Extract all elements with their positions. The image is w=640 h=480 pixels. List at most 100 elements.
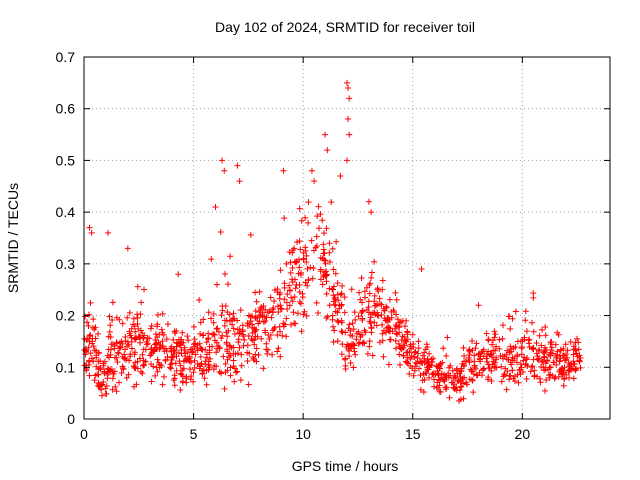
data-point <box>404 329 411 336</box>
data-point <box>113 388 120 395</box>
data-point <box>536 332 543 339</box>
data-point <box>375 288 382 295</box>
data-point <box>124 245 131 252</box>
data-point <box>415 338 422 345</box>
data-point <box>105 346 112 353</box>
data-point <box>425 358 432 365</box>
data-point <box>425 366 432 373</box>
data-point <box>329 316 336 323</box>
data-point <box>294 310 301 317</box>
data-point <box>440 345 447 352</box>
data-point <box>317 211 324 218</box>
data-point <box>137 311 144 318</box>
data-point <box>154 346 161 353</box>
data-point <box>138 368 145 375</box>
data-point <box>251 328 258 335</box>
data-point <box>419 352 426 359</box>
data-point <box>393 330 400 337</box>
data-point <box>211 337 218 344</box>
data-point <box>119 363 126 370</box>
data-point <box>469 368 476 375</box>
data-point <box>322 260 329 267</box>
data-point <box>520 357 527 364</box>
data-point <box>409 331 416 338</box>
data-point <box>394 331 401 338</box>
data-point <box>95 330 102 337</box>
data-point <box>414 350 421 357</box>
data-point <box>522 317 529 324</box>
data-point <box>437 389 444 396</box>
y-tick-label: 0 <box>67 411 75 427</box>
data-point <box>283 333 290 340</box>
data-point <box>334 291 341 298</box>
data-point <box>171 372 178 379</box>
x-tick-label: 10 <box>295 426 311 442</box>
data-point <box>234 317 241 324</box>
data-point <box>490 358 497 365</box>
data-point <box>392 337 399 344</box>
data-point <box>345 325 352 332</box>
data-point <box>383 303 390 310</box>
data-point <box>90 358 97 365</box>
data-point <box>512 308 519 315</box>
data-point <box>177 387 184 394</box>
data-point <box>442 386 449 393</box>
data-point <box>403 317 410 324</box>
data-point <box>252 333 259 340</box>
data-point <box>530 328 537 335</box>
data-point <box>219 157 226 164</box>
data-point <box>301 308 308 315</box>
data-point <box>493 343 500 350</box>
data-point <box>359 340 366 347</box>
data-point <box>236 344 243 351</box>
data-point <box>257 306 264 313</box>
data-point <box>173 343 180 350</box>
data-point <box>205 358 212 365</box>
data-point <box>126 357 133 364</box>
data-point <box>358 309 365 316</box>
data-point <box>202 361 209 368</box>
data-point <box>222 271 229 278</box>
data-point <box>338 317 345 324</box>
data-point <box>304 282 311 289</box>
data-point <box>295 270 302 277</box>
y-axis-label: SRMTID / TECUs <box>5 183 21 293</box>
data-point <box>296 205 303 212</box>
data-point <box>240 342 247 349</box>
data-point <box>499 322 506 329</box>
data-point <box>384 318 391 325</box>
data-point <box>344 79 350 86</box>
data-point <box>180 365 187 372</box>
data-point <box>366 338 373 345</box>
data-point <box>106 313 113 320</box>
data-point <box>170 347 177 354</box>
x-tick-label: 0 <box>80 426 88 442</box>
data-point <box>122 334 129 341</box>
data-point <box>541 348 548 355</box>
data-point <box>153 364 160 371</box>
data-point <box>192 351 199 358</box>
data-point <box>218 312 225 319</box>
data-point <box>576 357 583 364</box>
data-point <box>319 281 326 288</box>
data-point <box>499 335 506 342</box>
data-point <box>308 237 315 244</box>
data-point <box>461 352 468 359</box>
data-point <box>159 381 166 388</box>
data-point <box>109 316 116 323</box>
data-point <box>150 363 157 370</box>
data-point <box>564 347 571 354</box>
data-point <box>366 290 373 297</box>
data-point <box>493 364 500 371</box>
data-point <box>106 328 113 335</box>
data-point <box>197 330 204 337</box>
data-point <box>93 354 100 361</box>
data-point <box>323 271 330 278</box>
data-point <box>396 319 403 326</box>
data-point <box>506 376 513 383</box>
data-point <box>255 320 262 327</box>
data-point <box>223 340 230 347</box>
data-point <box>82 313 89 320</box>
data-point <box>132 336 139 343</box>
data-point <box>234 368 241 375</box>
